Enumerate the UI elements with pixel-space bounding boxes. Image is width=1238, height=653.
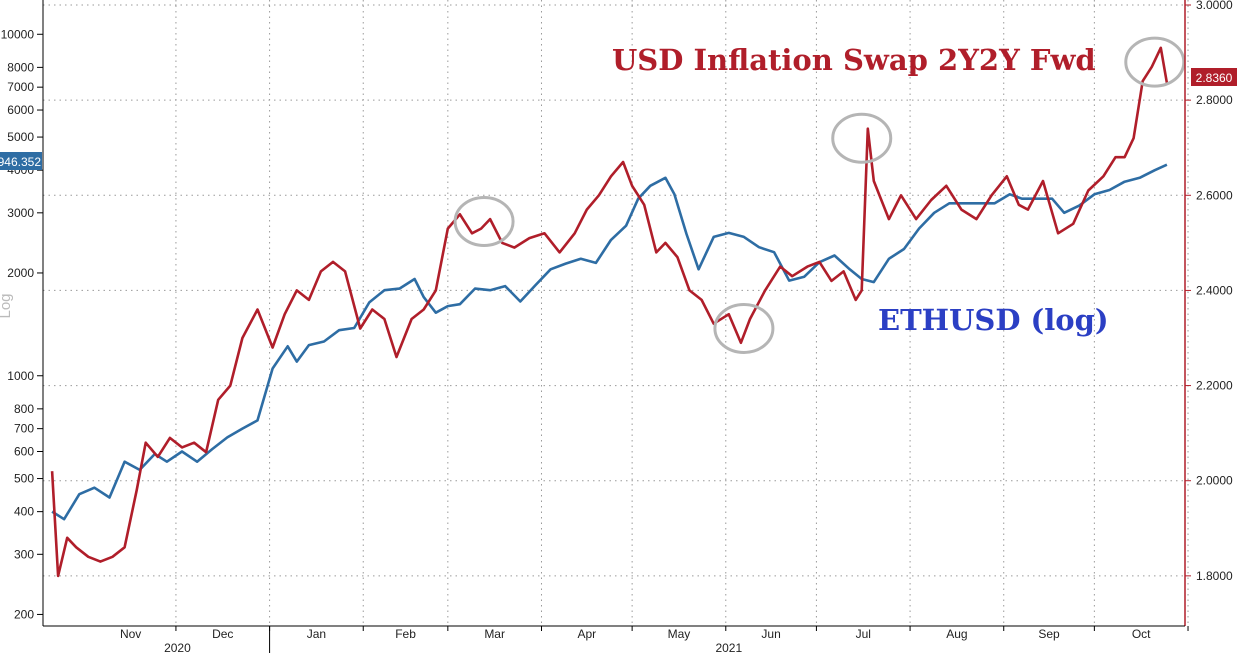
left-tick-label: 7000: [7, 80, 34, 94]
left-tick-label: 2000: [7, 266, 34, 280]
series-layer: [50, 46, 1169, 578]
inflation-swap-series-line: [50, 46, 1169, 578]
right-tick-label: 2.0000: [1196, 474, 1233, 488]
left-tick-label: 500: [14, 472, 34, 486]
left-tick-label: 8000: [7, 60, 34, 74]
left-tick-label: 800: [14, 402, 34, 416]
right-tick-label: 2.8000: [1196, 93, 1233, 107]
left-tick-label: 400: [14, 505, 34, 519]
left-tick-label: 3000: [7, 206, 34, 220]
left-tick-label: 1000: [7, 369, 34, 383]
x-tick-label: Jun: [761, 627, 780, 641]
x-tick-label: Jul: [856, 627, 871, 641]
grid-layer: [43, 0, 1189, 626]
chart-subtitle: ETHUSD (log): [878, 303, 1109, 337]
x-tick-label: Oct: [1132, 627, 1151, 641]
year-label: 2020: [164, 641, 191, 653]
right-tick-label: 3.0000: [1196, 0, 1233, 12]
chart-title: USD Inflation Swap 2Y2Y Fwd: [612, 43, 1096, 77]
x-tick-label: Apr: [577, 627, 596, 641]
ethusd-series-line: [51, 163, 1168, 521]
right-tick-label: 2.2000: [1196, 379, 1233, 393]
x-tick-label: Jan: [307, 627, 326, 641]
annotation-layer: [453, 36, 1186, 354]
right-last-value-badge: 2.8360: [1191, 68, 1237, 86]
left-last-value-badge: 3946.352: [0, 152, 42, 170]
left-tick-label: 6000: [7, 103, 34, 117]
left-tick-label: 300: [14, 547, 34, 561]
left-tick-label: 200: [14, 607, 34, 621]
right-last-value-label: 2.8360: [1196, 71, 1233, 85]
annotation-circle: [713, 302, 775, 354]
left-axis-label: Log: [0, 293, 14, 318]
left-tick-label: 600: [14, 445, 34, 459]
x-tick-label: Sep: [1038, 627, 1060, 641]
right-tick-label: 2.6000: [1196, 188, 1233, 202]
year-label: 2021: [715, 641, 742, 653]
left-last-value-label: 3946.352: [0, 155, 41, 169]
left-tick-label: 10000: [1, 27, 35, 41]
x-axis-ticks: Nov Dec Jan Feb Mar Apr May Jun Jul Aug Sep Oct 2020…: [120, 626, 1189, 653]
x-tick-label: Feb: [395, 627, 416, 641]
x-tick-label: Mar: [484, 627, 505, 641]
right-axis-ticks: 3.0000 2.8000 2.6000 2.4000 2.2000 2.0000 1.80…: [1185, 0, 1233, 583]
left-tick-label: 5000: [7, 130, 34, 144]
left-tick-label: 700: [14, 422, 34, 436]
right-tick-label: 1.8000: [1196, 569, 1233, 583]
annotation-circle: [453, 195, 515, 247]
annotation-circle: [831, 112, 893, 164]
x-tick-label: Nov: [120, 627, 141, 641]
right-tick-label: 2.4000: [1196, 283, 1233, 297]
x-tick-label: Dec: [212, 627, 233, 641]
annotation-circle: [1124, 36, 1186, 88]
x-tick-label: Aug: [946, 627, 967, 641]
x-tick-label: May: [668, 627, 691, 641]
